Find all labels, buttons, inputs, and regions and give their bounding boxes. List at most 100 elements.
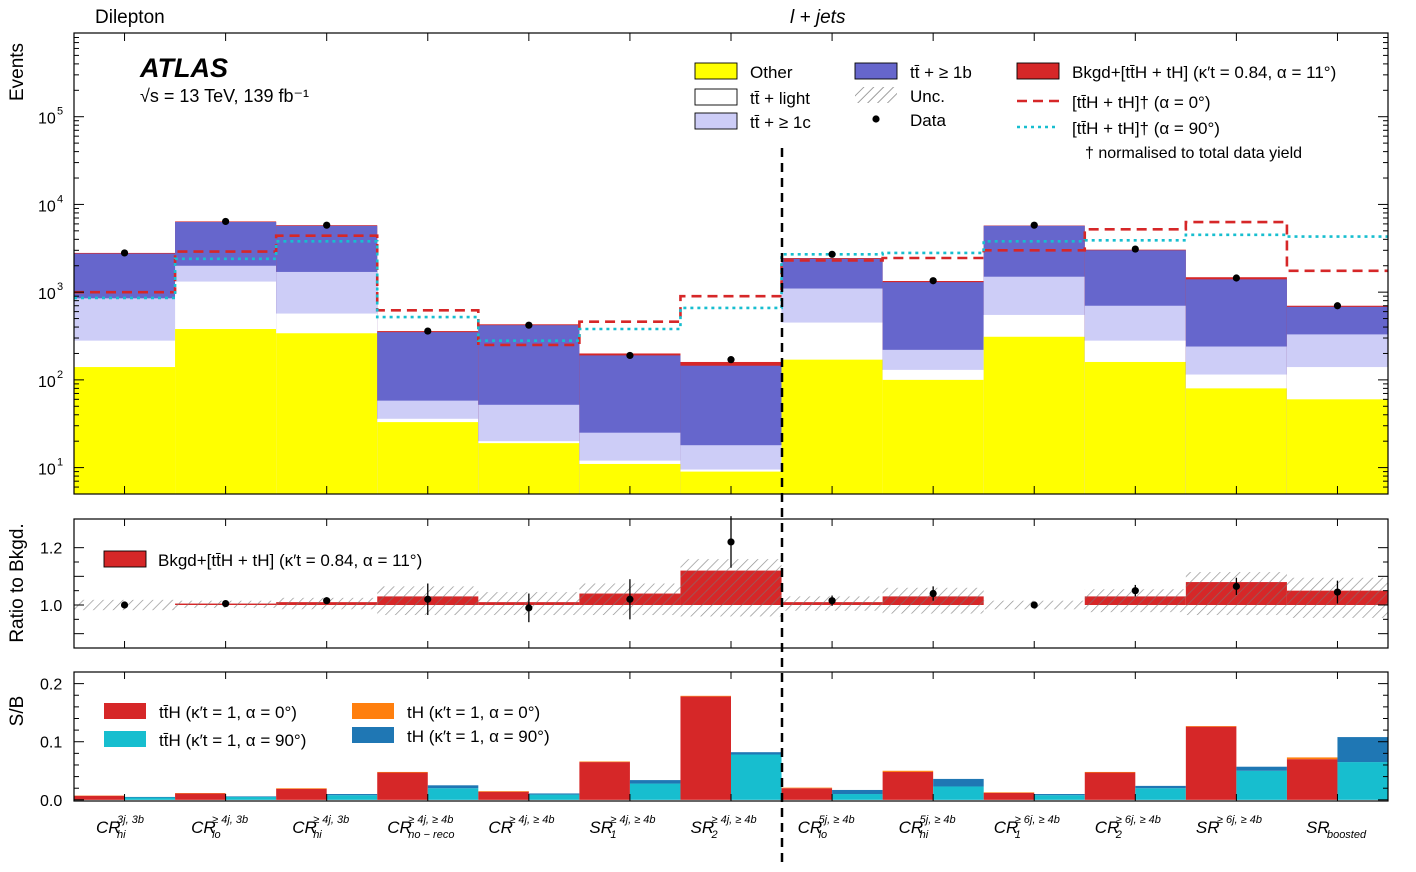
ratio-data-point-2 (323, 597, 331, 605)
x-category-label-4: CR≥ 4j, ≥ 4b (488, 814, 554, 837)
ratio-unc-band-6 (680, 559, 782, 617)
line-alpha0 (74, 220, 1388, 347)
sb-tH-alpha90-5 (629, 780, 681, 784)
legend-label-data: Data (910, 111, 946, 130)
x-category-label-2: CR≥ 4j, 3b hi (292, 814, 349, 841)
sb-ttH-alpha90-7 (832, 794, 883, 800)
data-point-12 (1333, 302, 1342, 310)
ratio-data-point-11 (1232, 582, 1240, 590)
legend-label-b: tt̄ + ≥ 1b (910, 63, 972, 82)
x-label-base: CR (96, 818, 121, 837)
sb-tH-alpha0-8 (882, 770, 934, 772)
legend-swatch-light (694, 88, 738, 106)
legend-swatch-data (872, 115, 880, 123)
sb-legend-swatch-ttH_alpha90 (104, 731, 146, 747)
bar-other-6 (680, 471, 782, 494)
sb-tH-alpha0-9 (983, 792, 1035, 793)
sb-ttH-alpha0-4 (478, 791, 529, 800)
x-label-sup: ≥ 6j, ≥ 4b (1116, 814, 1161, 826)
sb-tH-alpha90-4 (528, 793, 580, 795)
sb-ttH-alpha0-5 (579, 762, 630, 800)
legend-label-other: Other (750, 63, 793, 82)
data-point-2 (323, 221, 331, 229)
sb-ttH-alpha90-4 (528, 794, 580, 800)
ratio-unc-band-10 (1084, 589, 1186, 613)
ratio-data-point-12 (1333, 588, 1342, 596)
sb-legend-label-ttH_alpha0: tt̄H (κ′t = 1, α = 0°) (159, 703, 297, 722)
x-label-base: CR (1095, 818, 1120, 837)
sb-ttH-alpha90-10 (1135, 788, 1186, 800)
bar-other-1 (175, 329, 277, 494)
sb-ttH-alpha0-3 (377, 772, 428, 800)
sb-ttH-alpha0-10 (1084, 772, 1136, 800)
sb-tH-alpha90-9 (1034, 794, 1085, 796)
main-ytick-label-1: 10 (38, 374, 56, 391)
x-label-base: CR (387, 818, 412, 837)
main-ytick-label-0: 10 (38, 462, 56, 479)
x-label-sub: boosted (1327, 829, 1367, 841)
data-point-6 (727, 356, 735, 364)
sb-tH-alpha90-7 (832, 789, 883, 795)
legend-swatch-b (854, 62, 898, 80)
data-point-5 (626, 351, 634, 360)
sb-ttH-alpha90-2 (326, 795, 378, 800)
ratio-data-point-1 (222, 599, 230, 608)
ratio-ylabel: Ratio to Bkgd. (7, 523, 28, 642)
bar-other-4 (478, 443, 580, 494)
sb-legend-label-tH_alpha0: tH (κ′t = 1, α = 0°) (407, 703, 540, 722)
ratio-panel: 1.0 1.2 Ratio to Bkgd. Bkgd+[tt̄H + tH] (κ′… (7, 516, 1389, 649)
data-point-11 (1232, 274, 1240, 282)
x-label-sup: 5j, ≥ 4b (920, 814, 956, 826)
ratio-data-point-4 (525, 604, 533, 612)
x-label-sup: ≥ 4j, 3b (313, 814, 349, 826)
sb-tH-alpha90-8 (933, 778, 984, 787)
data-point-3 (424, 327, 432, 335)
sb-legend-swatch-ttH_alpha0 (104, 703, 146, 719)
x-label-sub: lo (819, 829, 828, 841)
sb-legend-swatch-tH_alpha90 (352, 727, 394, 743)
x-label-base: SR (1196, 818, 1220, 837)
main-ytick-label-3: 10 (38, 198, 56, 215)
bar-other-2 (276, 333, 378, 494)
sb-tH-alpha90-12 (1337, 737, 1388, 763)
legend-label-c: tt̄ + ≥ 1c (750, 113, 811, 132)
legend-label-alpha90: [tt̄H + tH]† (α = 90°) (1072, 119, 1220, 138)
ratio-legend-label: Bkgd+[tt̄H + tH] (κ′t = 0.84, α = 11°) (158, 551, 422, 570)
sb-tH-alpha0-5 (579, 761, 630, 763)
sb-tH-alpha0-10 (1084, 771, 1136, 773)
sb-legend-label-ttH_alpha90: tt̄H (κ′t = 1, α = 90°) (159, 731, 306, 750)
region-label-ljets: l + jets (790, 7, 846, 28)
legend-label-unc: Unc. (910, 87, 945, 106)
sb-ttH-alpha0-6 (680, 696, 731, 800)
data-point-8 (929, 277, 937, 285)
main-ytick-exp-0: 1 (57, 457, 63, 469)
sb-ttH-alpha90-11 (1236, 770, 1287, 800)
x-label-base: SR (589, 818, 613, 837)
x-label-sub: 2 (711, 829, 718, 841)
ratio-ytick-label-0: 1.0 (40, 598, 62, 615)
sb-tH-alpha90-6 (731, 752, 782, 755)
x-label-base: CR (798, 818, 823, 837)
x-label-base: CR (899, 818, 924, 837)
ratio-data-point-0 (120, 601, 129, 609)
sb-tH-alpha90-0 (124, 796, 176, 798)
sb-legend-swatch-tH_alpha0 (352, 703, 394, 719)
data-point-0 (120, 249, 129, 257)
x-label-sub: 1 (610, 829, 616, 841)
bar-other-10 (1084, 361, 1186, 494)
legend-label-signal: Bkgd+[tt̄H + tH] (κ′t = 0.84, α = 11°) (1072, 63, 1336, 82)
ratio-data-point-3 (424, 595, 432, 603)
legend-swatch-unc (855, 87, 897, 103)
sb-ttH-alpha0-8 (882, 771, 934, 800)
x-label-sub: no − reco (408, 829, 454, 841)
sb-ttH-alpha90-5 (629, 783, 681, 800)
sb-ttH-alpha90-9 (1034, 795, 1085, 800)
sb-ttH-alpha0-1 (175, 793, 226, 800)
sb-ttH-alpha0-7 (781, 788, 833, 800)
data-point-1 (222, 217, 230, 226)
x-label-base: CR (292, 818, 317, 837)
region-label-dilepton: Dilepton (95, 7, 165, 28)
